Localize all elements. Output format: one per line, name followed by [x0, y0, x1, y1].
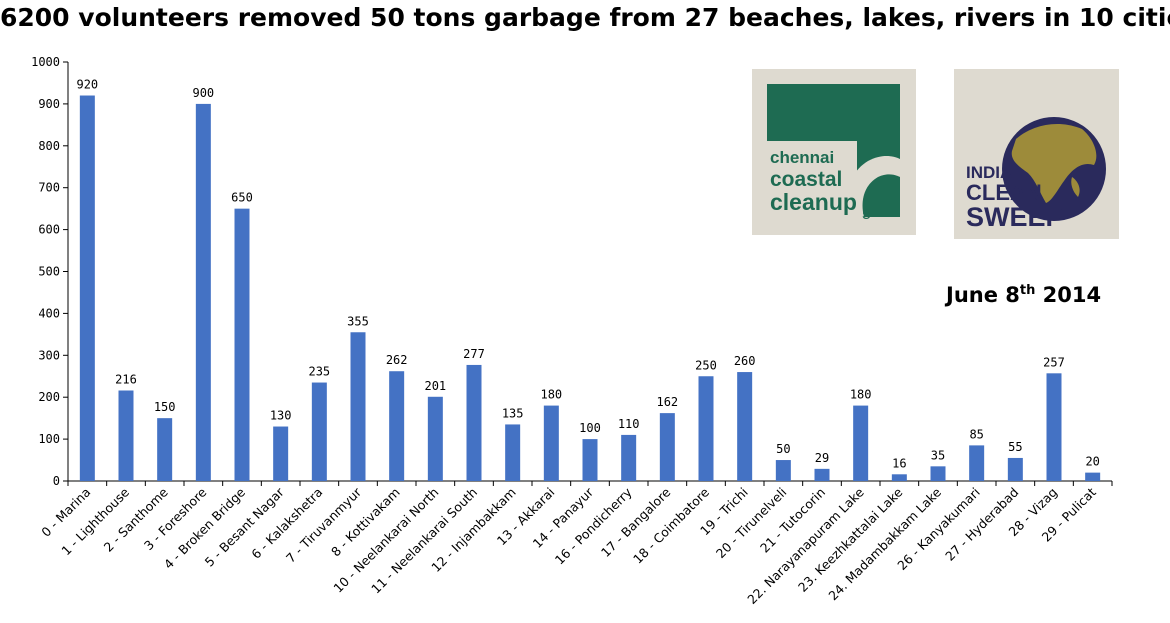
- data-label: 110: [618, 417, 640, 431]
- bar: [234, 208, 250, 481]
- y-tick-label: 0: [53, 474, 60, 488]
- data-label: 135: [502, 406, 524, 420]
- data-label: 130: [270, 409, 292, 423]
- bar: [1007, 457, 1023, 481]
- svg-text:coastal: coastal: [770, 168, 842, 191]
- y-tick-label: 500: [38, 265, 60, 279]
- bar: [311, 382, 327, 481]
- data-label: 29: [815, 451, 829, 465]
- data-label: 180: [850, 388, 872, 402]
- bar: [891, 474, 907, 481]
- date-label: June 8th 2014: [946, 283, 1101, 307]
- data-label: 262: [386, 353, 408, 367]
- bar: [582, 439, 598, 481]
- data-label: 250: [695, 358, 717, 372]
- bar: [698, 376, 714, 481]
- data-label: 216: [115, 372, 137, 386]
- data-label: 162: [656, 395, 678, 409]
- bar: [118, 390, 134, 481]
- y-tick-label: 200: [38, 390, 60, 404]
- y-tick-label: 800: [38, 139, 60, 153]
- data-label: 277: [463, 347, 485, 361]
- bar: [79, 95, 95, 482]
- y-tick-label: 300: [38, 348, 60, 362]
- bar: [1046, 373, 1062, 481]
- date-superscript: th: [1019, 283, 1036, 298]
- y-tick-label: 700: [38, 181, 60, 195]
- data-label: 150: [154, 400, 176, 414]
- chennai-coastal-cleanup-logo: chennai coastal cleanup 5: [752, 69, 916, 235]
- svg-text:chennai: chennai: [770, 148, 834, 167]
- chart-title: 6200 volunteers removed 50 tons garbage …: [0, 3, 1170, 32]
- data-label: 900: [192, 86, 214, 100]
- data-label: 16: [892, 456, 906, 470]
- bar: [621, 434, 637, 481]
- data-label: 100: [579, 421, 601, 435]
- axis-layer: 0 100 200 300 400 500 600 700 800 900 1000: [31, 55, 1113, 488]
- y-tick-label: 600: [38, 223, 60, 237]
- svg-text:SWEEP: SWEEP: [966, 202, 1064, 232]
- bar: [853, 405, 869, 481]
- date-prefix: June 8: [946, 283, 1020, 307]
- data-label: 50: [776, 442, 790, 456]
- x-tick-label: 17 - Bangalore: [598, 484, 674, 560]
- bar: [543, 405, 559, 481]
- data-label: 257: [1043, 355, 1065, 369]
- bar: [427, 396, 443, 481]
- bar: [466, 364, 482, 481]
- bar: [814, 468, 830, 481]
- bar: [350, 332, 366, 481]
- bar-layer: [79, 95, 1101, 482]
- bar: [969, 445, 985, 481]
- svg-text:5: 5: [862, 206, 871, 223]
- bar: [157, 418, 173, 481]
- bar: [389, 371, 405, 481]
- svg-text:CLEAN: CLEAN: [966, 180, 1042, 205]
- data-label: 260: [734, 354, 756, 368]
- data-label: 355: [347, 314, 369, 328]
- svg-text:INDIA: INDIA: [966, 163, 1012, 182]
- y-tick-label: 400: [38, 306, 60, 320]
- globe-logo-icon: INDIA CLEAN SWEEP: [966, 117, 1106, 232]
- data-label: 55: [1008, 440, 1022, 454]
- x-tick-label: 8 - Kottivakam: [328, 485, 403, 560]
- data-label: 650: [231, 191, 253, 205]
- data-label: 201: [424, 379, 446, 393]
- data-label: 180: [540, 388, 562, 402]
- bar: [505, 424, 521, 481]
- data-label: 235: [308, 365, 330, 379]
- bar: [195, 103, 211, 482]
- bar: [273, 426, 289, 481]
- india-clean-sweep-logo: INDIA CLEAN SWEEP: [954, 69, 1119, 239]
- wave-logo-icon: chennai coastal cleanup 5: [767, 84, 900, 223]
- bar: [930, 466, 946, 481]
- data-label: 85: [969, 427, 983, 441]
- y-tick-label: 900: [38, 97, 60, 111]
- data-label: 920: [76, 78, 98, 92]
- bar: [1085, 472, 1101, 481]
- bar: [737, 372, 753, 481]
- date-suffix: 2014: [1035, 283, 1102, 307]
- x-tick-label: 1 - Lighthouse: [58, 484, 132, 558]
- y-tick-label: 1000: [31, 55, 60, 69]
- data-label: 20: [1085, 455, 1099, 469]
- bar: [775, 460, 791, 481]
- data-label: 35: [931, 448, 945, 462]
- y-tick-label: 100: [38, 432, 60, 446]
- svg-text:cleanup: cleanup: [770, 189, 857, 215]
- bar: [659, 413, 675, 481]
